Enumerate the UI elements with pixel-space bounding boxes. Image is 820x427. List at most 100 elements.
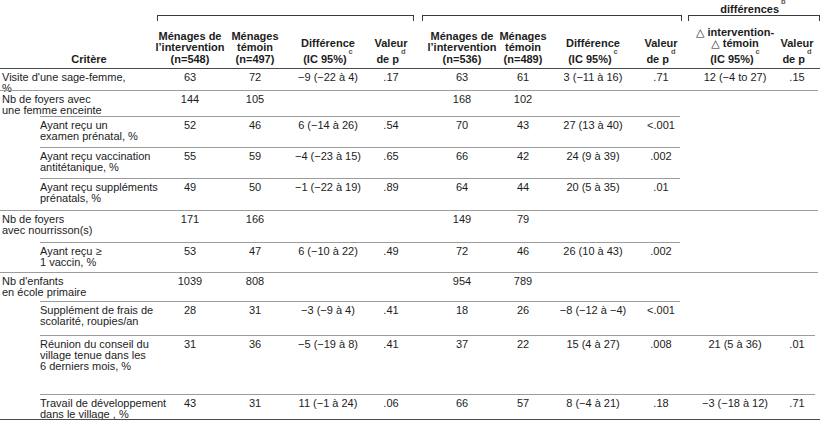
cell: 168 <box>427 94 497 105</box>
cell: 46 <box>491 246 555 257</box>
cell: 24 (9 à 39) <box>554 151 632 162</box>
table-row: Réunion du conseil du village tenue dans… <box>0 335 820 394</box>
cell: 789 <box>491 276 555 287</box>
cell: 26 <box>491 305 555 316</box>
column-header-line: Différence <box>288 38 368 50</box>
separator-rule <box>40 394 815 395</box>
footnote-marker-c: c <box>349 47 353 56</box>
caption-text: différences <box>720 3 779 15</box>
cell: .01 <box>776 339 818 350</box>
cell: 59 <box>222 151 288 162</box>
column-header-line: témoin <box>491 42 555 54</box>
cell: .71 <box>776 398 818 409</box>
cell: 6 (−10 à 22) <box>288 246 368 257</box>
cell: 11 (−1 à 24) <box>288 398 368 409</box>
cell: 31 <box>222 398 288 409</box>
column-header-menages-temoin-2: Ménagestémoin(n=489) <box>491 31 555 66</box>
column-header-line: Valeur <box>368 38 414 50</box>
table-row: Nb de foyers avec une femme enceinte1441… <box>0 90 820 116</box>
cell: 66 <box>427 151 497 162</box>
separator-rule <box>0 272 818 273</box>
cell: 15 (4 à 27) <box>554 339 632 350</box>
separator-rule <box>0 68 820 69</box>
cell: 20 (5 à 35) <box>554 182 632 193</box>
cell: 46 <box>222 120 288 131</box>
study-results-table: différencesb Critère Ménages del’interve… <box>0 0 820 427</box>
table-row: Nb de foyers avec nourrisson(s)171166149… <box>0 210 820 242</box>
column-header-difference-1: Différence(IC 95%)c <box>288 38 368 65</box>
cell: 36 <box>222 339 288 350</box>
table-row: Supplément de frais de scolarité, roupie… <box>0 301 820 335</box>
cell: 3 (−11 à 16) <box>554 72 632 83</box>
cell: .008 <box>632 339 690 350</box>
row-label: Nb d'enfants en école primaire <box>2 276 134 298</box>
cell: 70 <box>427 120 497 131</box>
column-header-line: l’intervention <box>155 42 225 54</box>
table-row: Visite d'une sage-femme, %6372−9 (−22 à … <box>0 68 820 90</box>
table-row: Nb d'enfants en école primaire 1039808 954… <box>0 272 820 301</box>
footnote-marker-d: d <box>401 47 406 56</box>
column-header-valeur-p-1: Valeurde pd <box>368 38 414 65</box>
cell: −5 (−19 à 8) <box>288 339 368 350</box>
cell: 37 <box>427 339 497 350</box>
separator-rule <box>0 210 818 211</box>
cell: <.001 <box>632 120 690 131</box>
column-header-line: (n=497) <box>222 54 288 66</box>
row-label: Nb de foyers avec une femme enceinte <box>2 94 134 116</box>
cell: 53 <box>155 246 225 257</box>
cell: 44 <box>491 182 555 193</box>
group-bracket-1 <box>157 15 414 21</box>
cell: 166 <box>222 214 288 225</box>
cell: 50 <box>222 182 288 193</box>
cell: 31 <box>155 339 225 350</box>
row-label: Ayant reçu vaccination antitétanique, % <box>40 151 172 173</box>
column-header-difference-2: Différence(IC 95%)c <box>554 38 632 65</box>
cell: 63 <box>155 72 225 83</box>
separator-rule <box>40 147 680 148</box>
cell: −4 (−23 à 15) <box>288 151 368 162</box>
column-header-line: (n=489) <box>491 54 555 66</box>
row-label: Ayant reçu ≥ 1 vaccin, % <box>40 246 172 268</box>
table-caption-differences: différencesb <box>688 1 818 15</box>
cell: 42 <box>491 151 555 162</box>
cell: 52 <box>155 120 225 131</box>
cell: 47 <box>222 246 288 257</box>
cell: 72 <box>427 246 497 257</box>
row-label: Ayant reçu suppléments prénatals, % <box>40 182 172 204</box>
cell: .17 <box>368 72 414 83</box>
cell: 43 <box>155 398 225 409</box>
row-label: Supplément de frais de scolarité, roupie… <box>40 305 172 327</box>
column-header-line: l’intervention <box>427 42 497 54</box>
cell: 954 <box>427 276 497 287</box>
cell: 55 <box>155 151 225 162</box>
cell: 43 <box>491 120 555 131</box>
cell: 61 <box>491 72 555 83</box>
cell: 63 <box>427 72 497 83</box>
cell: 79 <box>491 214 555 225</box>
column-header-delta-intervention-temoin: △ intervention-△ témoin(IC 95%)c <box>694 27 776 65</box>
column-header-line: (IC 95%)c <box>694 50 776 65</box>
column-header-line: △ témoin <box>694 38 776 50</box>
table-row: Ayant reçu ≥ 1 vaccin, %53476 (−10 à 22)… <box>0 242 820 272</box>
column-header-line: (IC 95%)c <box>554 50 632 65</box>
column-header-valeur-p-2: Valeurde pd <box>632 38 690 65</box>
column-header-line: témoin <box>222 42 288 54</box>
cell: 1039 <box>155 276 225 287</box>
cell: −1 (−22 à 19) <box>288 182 368 193</box>
table-row: Ayant reçu vaccination antitétanique, %5… <box>0 147 820 178</box>
footnote-marker-c: c <box>614 47 618 56</box>
cell: .15 <box>776 72 818 83</box>
table-row: Ayant reçu un examen prénatal, %52466 (−… <box>0 116 820 147</box>
cell: .65 <box>368 151 414 162</box>
group-bracket-2 <box>422 15 682 21</box>
cell: .002 <box>632 246 690 257</box>
caption-footnote-b: b <box>781 0 786 6</box>
criterion-column-header: Critère <box>0 53 178 65</box>
cell: −9 (−22 à 4) <box>288 72 368 83</box>
separator-rule <box>40 178 680 179</box>
cell: .54 <box>368 120 414 131</box>
cell: 808 <box>222 276 288 287</box>
cell: 171 <box>155 214 225 225</box>
footnote-marker-d: d <box>671 47 676 56</box>
row-label: Nb de foyers avec nourrisson(s) <box>2 214 134 236</box>
